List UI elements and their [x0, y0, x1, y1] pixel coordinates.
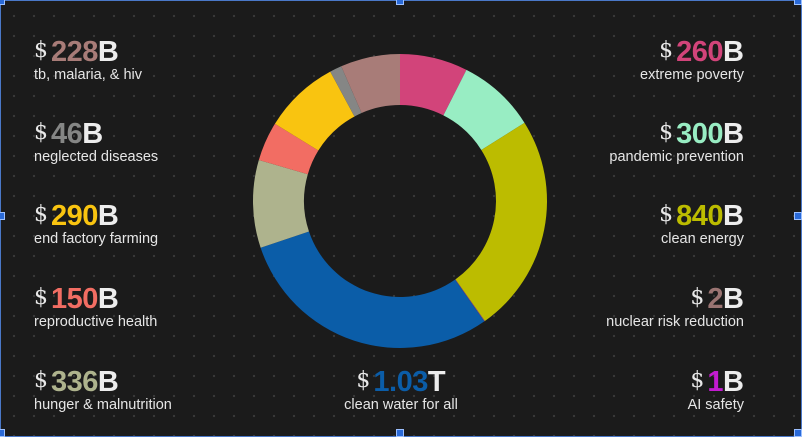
stat-unit: T	[427, 366, 446, 398]
donut-slice-pandemic-prevention	[443, 69, 525, 150]
resize-handle-top-left[interactable]	[0, 0, 5, 5]
stat-clean-water: $1.03T clean water for all	[300, 366, 502, 413]
stat-reproductive-health: $150B reproductive health	[34, 283, 264, 330]
stat-label: tb, malaria, & hiv	[34, 67, 142, 83]
stat-unit: B	[97, 283, 119, 315]
stat-pandemic-prevention: $300B pandemic prevention	[514, 118, 744, 165]
stat-clean-energy: $840B clean energy	[514, 200, 744, 247]
stat-unit: B	[723, 200, 744, 232]
stat-amount: 1.03	[373, 366, 428, 398]
stat-label: neglected diseases	[34, 149, 159, 165]
dollar-icon: $	[690, 368, 705, 393]
donut-slice-extreme-poverty	[400, 54, 467, 116]
stat-label: pandemic prevention	[609, 149, 744, 165]
resize-handle-bottom[interactable]	[396, 429, 404, 437]
resize-handle-top-right[interactable]	[794, 0, 802, 5]
stat-unit: B	[723, 36, 744, 68]
dollar-icon: $	[34, 202, 48, 227]
stat-label: reproductive health	[34, 314, 158, 330]
donut-slice-neglected-diseases	[330, 66, 362, 117]
stat-tb-malaria-hiv: $228B tb, malaria, & hiv	[34, 36, 264, 83]
stat-amount: 840	[676, 200, 724, 232]
dollar-icon: $	[34, 38, 48, 63]
stat-unit: B	[82, 118, 104, 150]
stat-amount: 336	[51, 366, 98, 398]
stat-amount: 300	[676, 118, 724, 150]
dollar-icon: $	[356, 368, 371, 393]
stat-amount: 2	[707, 283, 724, 315]
dollar-icon: $	[659, 202, 674, 227]
donut-slice-clean-water	[260, 231, 485, 348]
dollar-icon: $	[34, 368, 48, 393]
stat-ai-safety: $1B AI safety	[514, 366, 744, 413]
stat-label: clean water for all	[344, 397, 458, 413]
dollar-icon: $	[690, 285, 705, 310]
stat-nuclear-risk-reduction: $2B nuclear risk reduction	[514, 283, 744, 330]
resize-handle-bottom-left[interactable]	[0, 429, 5, 437]
stat-unit: B	[97, 36, 119, 68]
stat-amount: 260	[676, 36, 724, 68]
resize-handle-right[interactable]	[794, 212, 802, 220]
stat-unit: B	[723, 283, 744, 315]
stat-label: nuclear risk reduction	[606, 314, 744, 330]
donut-slice-tb-malaria-hiv	[341, 54, 400, 114]
donut-slice-clean-energy	[455, 122, 547, 321]
stat-label: AI safety	[687, 397, 744, 413]
resize-handle-left[interactable]	[0, 212, 5, 220]
stat-neglected-diseases: $46B neglected diseases	[34, 118, 264, 165]
resize-handle-top[interactable]	[396, 0, 404, 5]
dollar-icon: $	[34, 120, 48, 145]
stat-unit: B	[723, 118, 744, 150]
donut-slice-end-factory-farming	[274, 71, 355, 151]
stat-label: extreme poverty	[640, 67, 744, 83]
stat-extreme-poverty: $260B extreme poverty	[514, 36, 744, 83]
dollar-icon: $	[34, 285, 48, 310]
donut-slice-reproductive-health	[258, 123, 319, 175]
stat-label: end factory farming	[34, 231, 159, 247]
stat-label: clean energy	[660, 231, 744, 247]
stat-end-factory-farming: $290B end factory farming	[34, 200, 264, 247]
stat-amount: 46	[51, 118, 83, 150]
stat-amount: 150	[51, 283, 98, 315]
stat-amount: 290	[51, 200, 98, 232]
donut-slice-hunger-malnutrition	[253, 159, 309, 248]
resize-handle-bottom-right[interactable]	[794, 429, 802, 437]
dollar-icon: $	[659, 120, 674, 145]
stat-unit: B	[97, 366, 119, 398]
donut-slice-ai-safety	[455, 279, 485, 322]
stat-unit: B	[97, 200, 119, 232]
stat-amount: 1	[707, 366, 724, 398]
donut-slice-nuclear-risk-reduction	[455, 279, 485, 322]
dollar-icon: $	[659, 38, 674, 63]
stat-hunger-malnutrition: $336B hunger & malnutrition	[34, 366, 264, 413]
stat-label: hunger & malnutrition	[34, 397, 172, 413]
stat-amount: 228	[51, 36, 98, 68]
stat-unit: B	[723, 366, 744, 398]
